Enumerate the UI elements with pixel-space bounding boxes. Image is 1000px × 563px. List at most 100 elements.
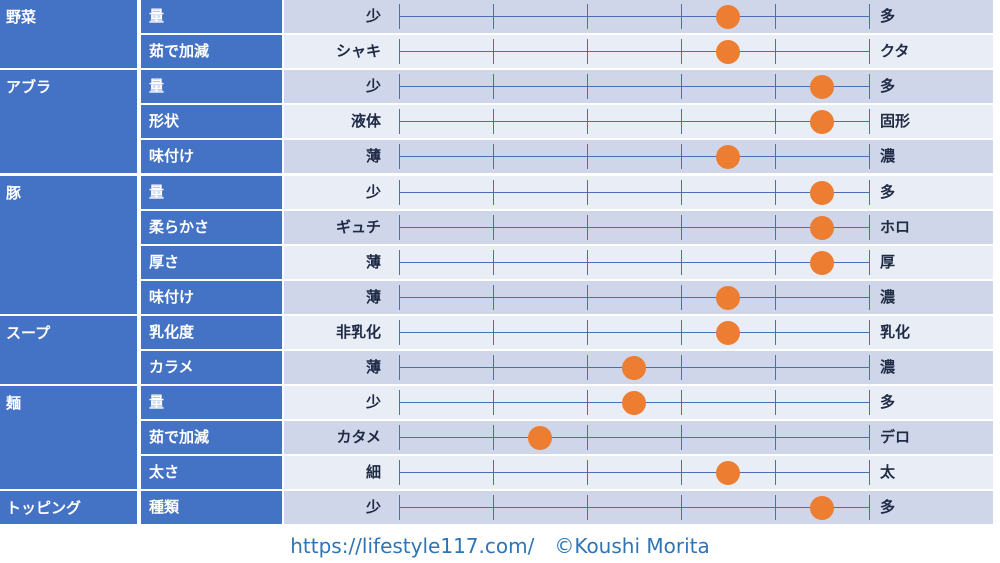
scale-right-label: クタ	[880, 42, 910, 61]
scale-row: 少多	[284, 0, 993, 34]
scale-tick	[869, 495, 870, 521]
rating-marker	[528, 426, 552, 451]
scale-tick	[775, 144, 776, 170]
scale-tick	[681, 39, 682, 65]
scale-tick	[399, 355, 400, 380]
scale-tick	[587, 144, 588, 170]
scale-right-label: 厚	[880, 252, 896, 271]
scale-row: 非乳化 乳化	[284, 315, 993, 349]
scale-tick	[493, 355, 494, 380]
scale-tick	[493, 179, 494, 205]
scale-tick	[869, 355, 870, 380]
scale-tick	[587, 214, 588, 240]
scale-left-label: 薄	[365, 252, 381, 271]
scale-tick	[775, 4, 776, 29]
scale-line	[399, 261, 869, 263]
scale-right-label: 濃	[880, 287, 896, 306]
scale-row: 薄厚	[284, 245, 993, 279]
attribute-cell: 太さ	[141, 456, 284, 492]
scale-tick	[775, 460, 776, 486]
scale-tick	[869, 109, 870, 135]
scale-tick	[399, 109, 400, 135]
scale-tick	[587, 319, 588, 345]
category-cell: 豚	[0, 175, 139, 316]
scale-tick	[399, 4, 400, 29]
rating-marker	[622, 391, 646, 416]
scale-left-label: 薄	[365, 147, 381, 166]
scale-tick	[869, 74, 870, 100]
scale-left-label: 少	[365, 77, 381, 96]
scale-row: 薄濃	[284, 351, 993, 385]
scale-tick	[869, 390, 870, 416]
attribute-cell: 形状	[141, 105, 284, 141]
scale-tick	[681, 179, 682, 205]
scale-tick	[493, 495, 494, 521]
attribute-cell: 茹で加減	[141, 421, 284, 457]
scale-left-label: 少	[365, 7, 381, 25]
rating-marker	[810, 110, 834, 135]
scale-line	[399, 16, 869, 17]
scale-tick	[681, 144, 682, 170]
scale-right-label: 多	[880, 393, 896, 412]
scale-line	[399, 296, 869, 298]
scale-tick	[775, 425, 776, 451]
scale-line	[399, 437, 869, 439]
scale-row: 細太	[284, 456, 993, 490]
scale-tick	[681, 249, 682, 275]
scale-right-label: 多	[880, 498, 896, 517]
scale-tick	[681, 425, 682, 451]
scale-left-label: 薄	[365, 287, 381, 306]
scale-tick	[775, 495, 776, 521]
rating-marker	[716, 145, 740, 170]
scale-row: 薄濃	[284, 280, 993, 314]
scale-tick	[775, 214, 776, 240]
scale-left-label: 少	[365, 393, 381, 412]
scale-line	[399, 191, 869, 193]
rating-marker	[810, 215, 834, 240]
scale-line	[399, 331, 869, 333]
scale-tick	[775, 39, 776, 65]
scale-tick	[775, 74, 776, 100]
scale-right-label: 濃	[880, 358, 896, 376]
scale-line	[399, 86, 869, 88]
scale-tick	[587, 284, 588, 310]
scale-left-label: 薄	[365, 358, 381, 376]
scale-tick	[493, 39, 494, 65]
scale-tick	[399, 284, 400, 310]
scale-tick	[775, 109, 776, 135]
scale-tick	[493, 425, 494, 451]
attribute-cell: 量	[141, 386, 284, 422]
scale-left-label: 少	[365, 182, 381, 201]
scale-tick	[775, 179, 776, 205]
attribute-cell: 量	[141, 0, 284, 36]
rating-marker	[716, 5, 740, 29]
scale-tick	[493, 284, 494, 310]
scale-line	[399, 121, 869, 123]
scale-tick	[681, 355, 682, 380]
scale-right-label: 太	[880, 463, 896, 482]
scale-tick	[399, 460, 400, 486]
attribute-cell: 量	[141, 70, 284, 106]
scale-tick	[587, 4, 588, 29]
scale-tick	[869, 460, 870, 486]
attribute-cell: 味付け	[141, 140, 284, 176]
attribute-cell: カラメ	[141, 351, 284, 387]
attribute-cell: 柔らかさ	[141, 210, 284, 246]
scale-tick	[869, 425, 870, 451]
scale-row: 薄濃	[284, 140, 993, 174]
scale-tick	[587, 425, 588, 451]
scale-line	[399, 226, 869, 228]
scale-tick	[399, 495, 400, 521]
scale-tick	[399, 319, 400, 345]
scale-tick	[399, 214, 400, 240]
scale-tick	[493, 460, 494, 486]
scale-tick	[587, 39, 588, 65]
scale-tick	[869, 179, 870, 205]
category-cell: 野菜	[0, 0, 139, 71]
scale-tick	[587, 74, 588, 100]
scale-line	[399, 507, 869, 509]
scale-left-label: シャキ	[335, 42, 381, 61]
attribute-cell: 種類	[141, 491, 284, 527]
scale-tick	[681, 284, 682, 310]
scale-tick	[869, 144, 870, 170]
